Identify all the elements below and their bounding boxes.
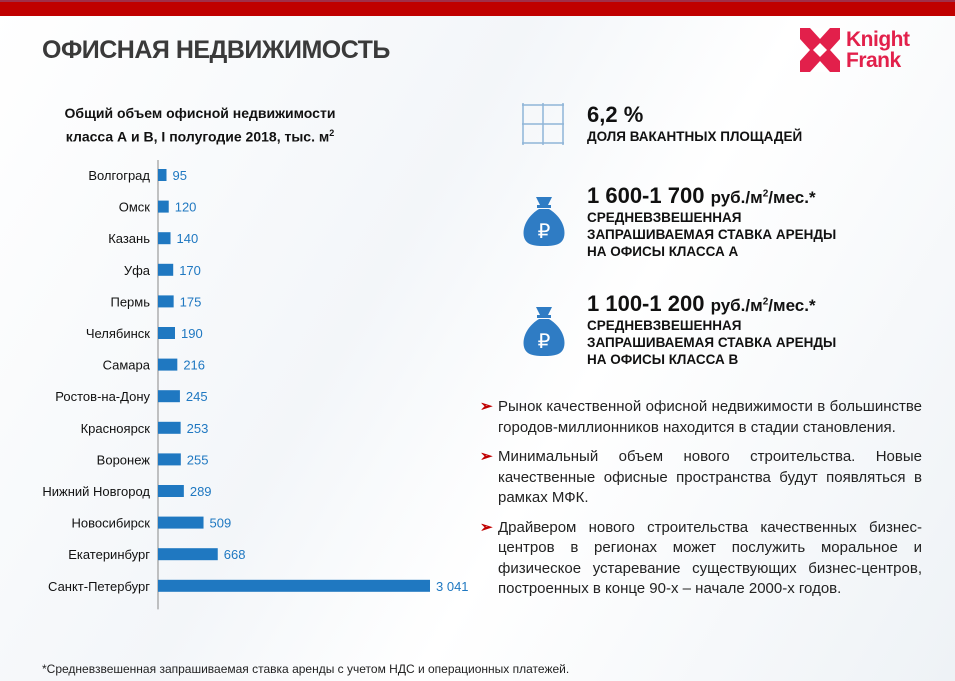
rent-a-unit-tail: /мес.* — [768, 188, 816, 207]
category-label: Уфа — [124, 263, 151, 278]
rent-b-unit: руб./м — [710, 296, 763, 315]
vacancy-caption: ДОЛЯ ВАКАНТНЫХ ПЛОЩАДЕЙ — [587, 129, 803, 144]
category-label: Воронеж — [97, 452, 151, 467]
data-label: 245 — [186, 389, 208, 404]
bar — [158, 327, 175, 339]
bar — [158, 579, 430, 592]
top-bar — [0, 0, 955, 16]
category-label: Красноярск — [81, 421, 151, 436]
page-title: ОФИСНАЯ НЕДВИЖИМОСТЬ — [42, 36, 390, 64]
vacancy-value: 6,2 % — [587, 102, 644, 127]
ruble-money-bag-icon: ₽ — [523, 197, 565, 246]
knight-frank-logo: Knight Frank — [800, 28, 910, 72]
rent-b-value: 1 100-1 200 — [587, 291, 705, 316]
bar — [158, 548, 218, 561]
arrow-icon: ➢ — [480, 518, 493, 536]
chart-title-line2-text: класса А и В, I полугодие 2018, тыс. м — [65, 128, 330, 145]
vacancy-stat: 6,2 % ДОЛЯ ВАКАНТНЫХ ПЛОЩАДЕЙ — [587, 102, 802, 145]
bar — [158, 263, 174, 276]
rent-b-caption-1: СРЕДНЕВЗВЕШЕННАЯ — [587, 318, 742, 333]
grid-icon — [522, 103, 564, 145]
rent-class-b-stat: 1 100-1 200 руб./м2/мес.* СРЕДНЕВЗВЕШЕНН… — [587, 291, 836, 368]
footnote: *Средневзвешенная запрашиваемая ставка а… — [42, 662, 570, 676]
category-label: Ростов-на-Дону — [55, 389, 150, 404]
data-label: 120 — [175, 200, 197, 215]
category-label: Новосибирск — [72, 516, 151, 531]
bullet-text: Драйвером нового строительства качествен… — [498, 518, 922, 598]
rent-a-unit-sup: 2 — [762, 188, 769, 200]
data-label: 289 — [190, 484, 212, 499]
data-label: 170 — [179, 263, 201, 278]
chart-title-sup: 2 — [329, 128, 335, 138]
rent-a-unit: руб./м — [710, 188, 763, 207]
data-label: 190 — [181, 326, 203, 341]
rent-a-caption-3: НА ОФИСЫ КЛАССА А — [587, 244, 739, 259]
bullet-item: ➢ Рынок качественной офисной недвижимости… — [480, 397, 922, 438]
category-label: Волгоград — [88, 168, 150, 183]
bar — [158, 200, 169, 213]
rent-b-unit-tail: /мес.* — [768, 296, 816, 315]
bar — [158, 295, 174, 308]
bullet-text: Рынок качественной офисной недвижимости … — [498, 398, 922, 436]
bar — [158, 390, 180, 403]
bullet-text: Минимальный объем нового строительства. … — [498, 448, 922, 506]
category-label: Пермь — [110, 294, 150, 309]
data-label: 140 — [177, 231, 199, 246]
category-label: Казань — [108, 231, 150, 246]
arrow-icon: ➢ — [480, 448, 493, 465]
logo-text: Knight Frank — [846, 28, 910, 72]
rent-class-a-stat: 1 600-1 700 руб./м2/мес.* СРЕДНЕВЗВЕШЕНН… — [587, 183, 836, 260]
data-label: 509 — [210, 516, 232, 531]
arrow-icon: ➢ — [480, 398, 493, 415]
svg-text:₽: ₽ — [538, 331, 551, 353]
bar — [158, 516, 204, 529]
rent-a-caption-1: СРЕДНЕВЗВЕШЕННАЯ — [587, 210, 742, 225]
category-label: Омск — [119, 200, 151, 215]
bar — [158, 232, 171, 245]
ruble-money-bag-icon: ₽ — [523, 307, 565, 356]
bar — [158, 358, 178, 371]
bar — [158, 453, 181, 466]
svg-text:₽: ₽ — [538, 221, 551, 243]
logo-mark-icon — [800, 28, 840, 72]
data-label: 255 — [187, 452, 209, 467]
data-label: 253 — [187, 421, 209, 436]
rent-b-caption-2: ЗАПРАШИВАЕМАЯ СТАВКА АРЕНДЫ — [587, 335, 837, 350]
chart-title-line2: класса А и В, I полугодие 2018, тыс. м2 — [30, 123, 370, 147]
data-label: 95 — [172, 168, 186, 183]
bar-chart: Волгоград 95 Омск 120 Казань 140 Уфа 170 Пермь 17… — [42, 160, 469, 610]
category-label: Челябинск — [86, 326, 150, 341]
data-label: 668 — [224, 547, 246, 562]
bar — [158, 485, 184, 497]
rent-b-unit-sup: 2 — [762, 296, 769, 308]
bar — [158, 169, 167, 181]
data-label: 216 — [183, 358, 205, 373]
data-label: 175 — [180, 294, 202, 309]
category-label: Самара — [103, 358, 151, 373]
rent-a-caption-2: ЗАПРАШИВАЕМАЯ СТАВКА АРЕНДЫ — [587, 227, 837, 242]
rent-a-value: 1 600-1 700 — [587, 183, 705, 208]
chart-title: Общий объем офисной недвижимости класса … — [30, 103, 370, 147]
bullet-item: ➢ Минимальный объем нового строительства.… — [480, 447, 922, 509]
category-label: Нижний Новгород — [42, 484, 150, 499]
bullet-item: ➢ Драйвером нового строительства качестве… — [480, 518, 922, 600]
category-label: Санкт-Петербург — [48, 579, 150, 594]
data-label: 3 041 — [436, 579, 469, 594]
rent-b-caption-3: НА ОФИСЫ КЛАССА В — [587, 352, 739, 367]
bullet-list: ➢ Рынок качественной офисной недвижимости… — [480, 397, 922, 609]
bar — [158, 421, 181, 434]
category-label: Екатеринбург — [68, 547, 150, 562]
chart-title-line1: Общий объем офисной недвижимости — [64, 105, 336, 121]
